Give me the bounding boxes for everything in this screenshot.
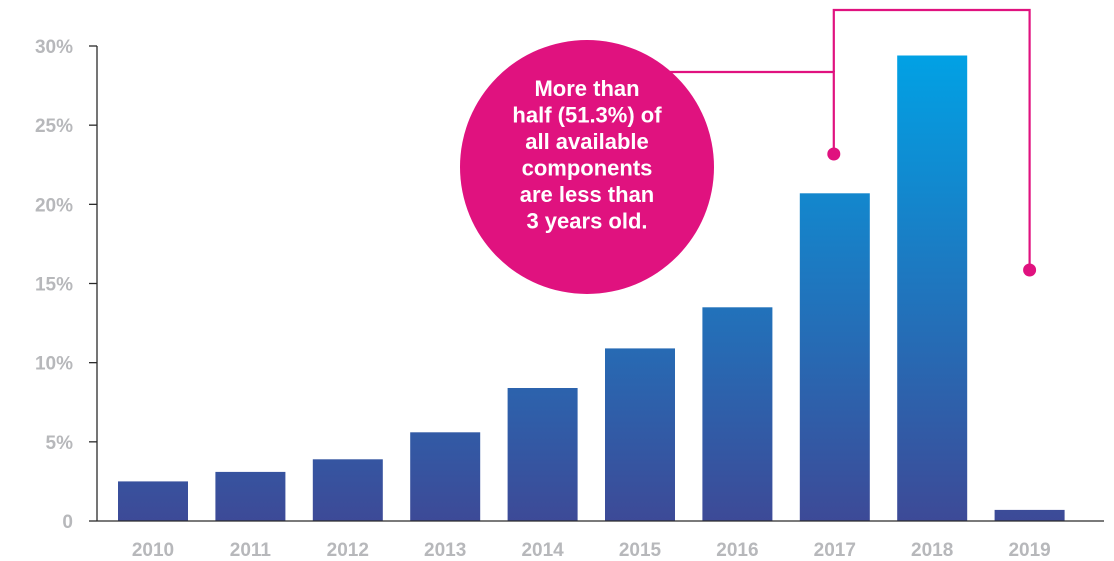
callout-bracket-right [832,8,1031,270]
bar-2011 [215,471,286,521]
y-tick-label: 15% [35,275,73,296]
callout-text-line: all available [525,129,649,154]
bar-2019 [994,509,1065,521]
y-tick-label: 5% [46,433,74,454]
bar-2017 [799,193,870,522]
x-tick-label: 2016 [716,540,758,561]
x-tick-label: 2011 [230,540,272,561]
x-tick-label: 2013 [424,540,466,561]
bars [118,55,1065,522]
y-tick-label: 20% [35,195,73,216]
x-tick-label: 2019 [1008,540,1050,561]
callout-text-line: half (51.3%) of [512,103,662,128]
callout-text-line: are less than [520,182,655,207]
y-tick-label: 25% [35,116,73,137]
x-tick-label: 2010 [132,540,174,561]
y-tick-label: 0 [62,512,73,533]
y-tick-label: 30% [35,37,73,58]
bar-2010 [118,481,188,521]
callout-text-line: 3 years old. [526,209,647,234]
x-tick-label: 2017 [814,540,856,561]
bar-2018 [897,55,968,521]
bar-2012 [312,459,383,522]
bar-2016 [702,307,773,522]
bar-2013 [410,432,481,521]
callout-text-line: components [522,156,653,181]
callout-dot-2017 [827,147,841,161]
x-tick-label: 2014 [521,540,564,561]
bar-2015 [605,348,675,521]
y-axis: 0 5% 10% 15% 20% 25% 30% [35,37,98,533]
x-tick-label: 2015 [619,540,662,561]
callout-dot-2019 [1023,263,1037,277]
x-tick-label: 2018 [911,540,953,561]
callout-text-line: More than [534,76,639,101]
x-tick-label: 2012 [327,540,369,561]
callout-circle [460,40,714,294]
y-tick-label: 10% [35,354,73,375]
bar-2014 [507,388,578,521]
x-axis: 2010 2011 2012 2013 2014 2015 2016 2017 2018 2019 [97,520,1104,561]
